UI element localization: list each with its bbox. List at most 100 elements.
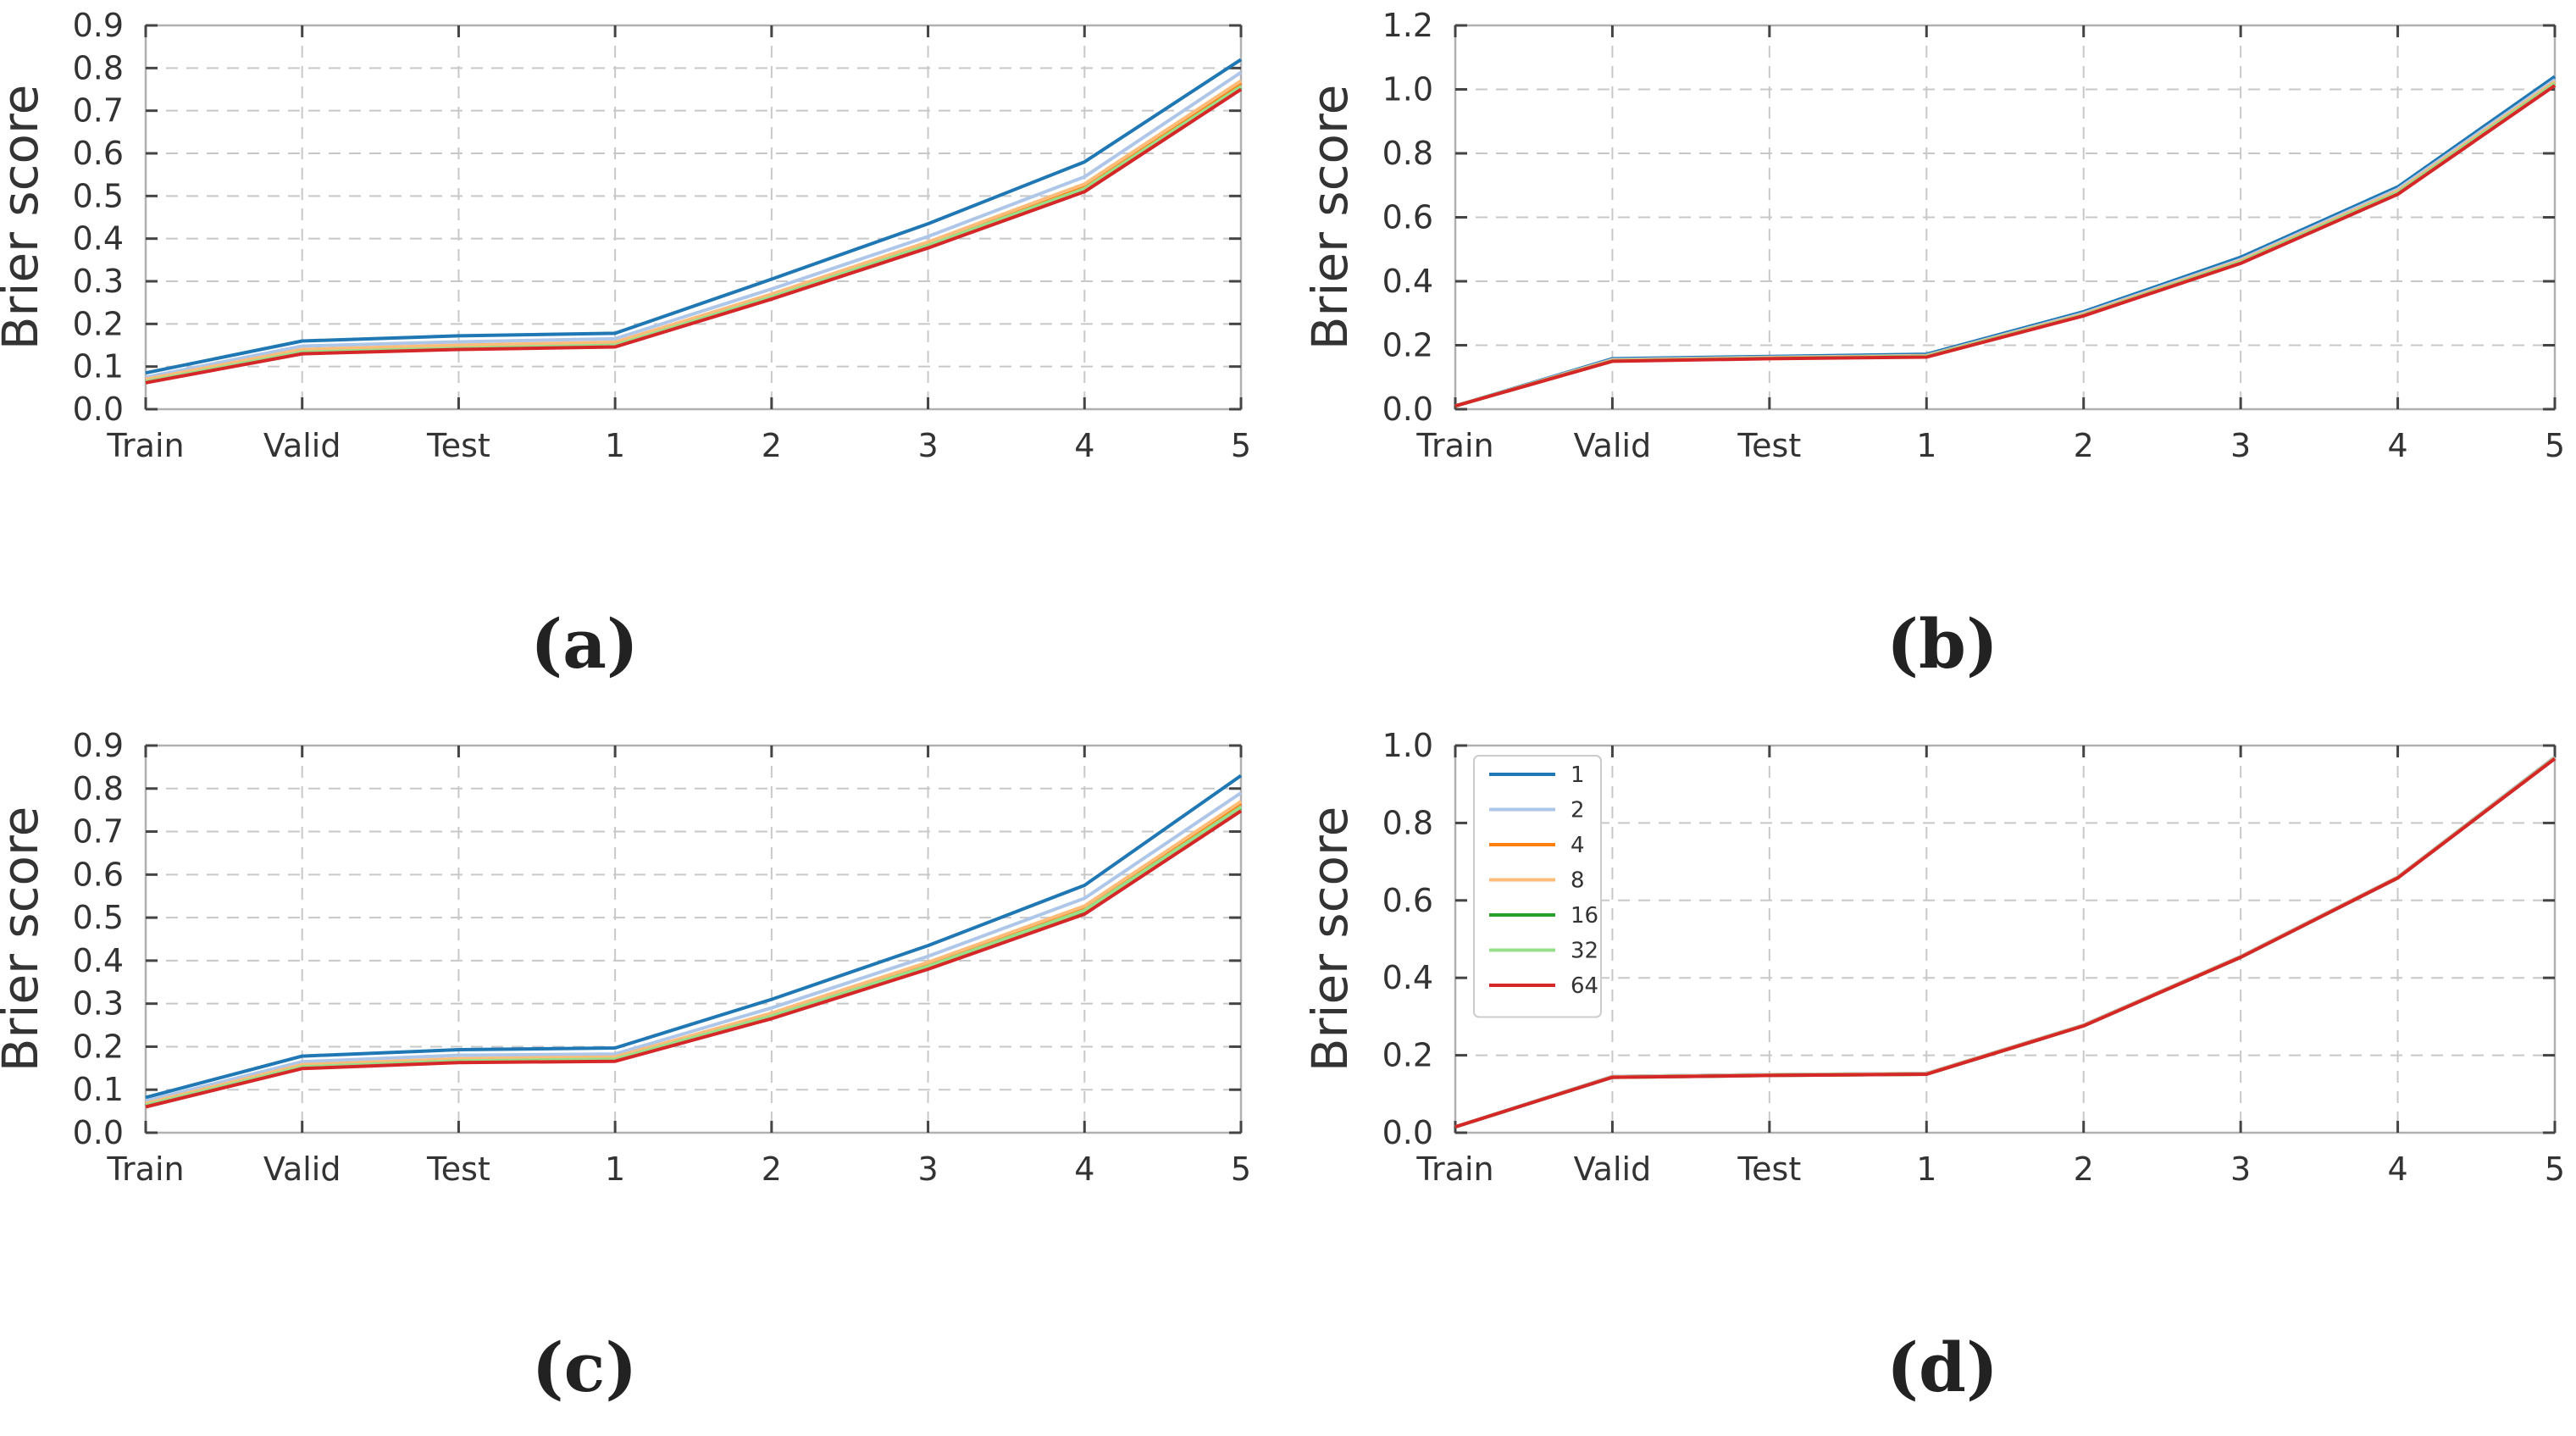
- series-line-8: [145, 79, 1243, 381]
- x-tick-label: 1: [605, 427, 625, 464]
- series-line-1: [145, 773, 1243, 1100]
- x-tick-label: 3: [2230, 1150, 2251, 1188]
- y-tick-label: 0.8: [73, 770, 124, 807]
- series-line-8: [1454, 757, 2557, 1129]
- plot-frame: [144, 24, 1243, 411]
- y-tick-label: 0.9: [73, 727, 124, 764]
- series-line-64: [1454, 757, 2557, 1129]
- y-tick-label: 0.4: [1382, 959, 1433, 996]
- series-line-1: [145, 58, 1243, 375]
- y-tick-label: 0.2: [1382, 1037, 1433, 1074]
- y-tick-label: 0.4: [1382, 263, 1433, 300]
- x-tick-label: 5: [2545, 1150, 2565, 1188]
- series-line-4: [145, 81, 1243, 382]
- x-tick-label: 2: [2074, 427, 2094, 464]
- y-tick-label: 0.4: [73, 220, 124, 258]
- x-tick-label: Train: [1415, 1150, 1493, 1188]
- y-tick-label: 0.3: [73, 263, 124, 300]
- legend-label-32: 32: [1571, 939, 1598, 964]
- series-line-64: [145, 809, 1243, 1109]
- x-tick-label: 2: [2074, 1150, 2094, 1188]
- legend-label-1: 1: [1571, 762, 1585, 788]
- x-tick-label: 5: [2545, 427, 2565, 464]
- legend-label-4: 4: [1571, 833, 1585, 858]
- x-tick-label: 3: [917, 427, 938, 464]
- panel-d: Train Valid Test 1 2 3 4 5 0.0 0.2 0.4 0.6 0.8 1.0 Bri…: [1301, 727, 2565, 1407]
- y-tick-label: 0.1: [73, 1071, 124, 1108]
- y-axis-label: Brier score: [0, 807, 49, 1073]
- y-axis-label: Brier score: [0, 85, 49, 351]
- y-tick-label: 0.7: [73, 92, 124, 130]
- y-tick-label: 0.6: [1382, 199, 1433, 236]
- x-tick-label: 3: [2230, 427, 2251, 464]
- y-tick-label: 0.8: [73, 49, 124, 86]
- y-axis-label: Brier score: [1301, 85, 1359, 351]
- y-tick-label: 1.0: [1382, 727, 1433, 764]
- x-tick-label: Valid: [263, 427, 341, 464]
- x-tick-label: 2: [762, 427, 782, 464]
- x-tick-label: 2: [762, 1150, 782, 1188]
- y-tick-label: 1.0: [1382, 71, 1433, 108]
- y-tick-label: 0.0: [73, 1114, 124, 1151]
- series-line-8: [145, 800, 1243, 1106]
- y-tick-label: 0.6: [73, 856, 124, 893]
- series-line-4: [1454, 757, 2557, 1129]
- legend-label-64: 64: [1571, 973, 1598, 999]
- panel-caption: (a): [530, 604, 639, 684]
- y-tick-label: 0.0: [1382, 1114, 1433, 1151]
- x-tick-label: Valid: [1574, 1150, 1652, 1188]
- x-tick-label: Test: [426, 427, 490, 464]
- y-tick-label: 0.6: [1382, 882, 1433, 919]
- x-tick-label: Test: [1737, 427, 1801, 464]
- x-tick-label: Test: [1737, 1150, 1801, 1188]
- series-line-2: [145, 791, 1243, 1103]
- y-tick-label: 0.8: [1382, 804, 1433, 841]
- series-line-64: [145, 87, 1243, 385]
- legend-label-8: 8: [1571, 868, 1585, 894]
- y-tick-label: 1.2: [1382, 7, 1433, 44]
- x-tick-label: 4: [2387, 427, 2407, 464]
- x-tick-label: 5: [1231, 427, 1251, 464]
- series-line-4: [145, 801, 1243, 1106]
- y-tick-label: 0.5: [73, 899, 124, 936]
- y-tick-label: 0.2: [73, 1028, 124, 1065]
- x-tick-label: Valid: [263, 1150, 341, 1188]
- x-tick-label: 1: [605, 1150, 625, 1188]
- y-tick-label: 0.8: [1382, 135, 1433, 172]
- x-tick-label: Train: [106, 1150, 184, 1188]
- legend-label-16: 16: [1571, 903, 1598, 929]
- y-tick-label: 0.0: [73, 391, 124, 428]
- y-tick-label: 0.3: [73, 985, 124, 1023]
- panel-a: Train Valid Test 1 2 3 4 5 0.0 0.1 0.2 0.3 0.4 0.5 0.6…: [0, 7, 1251, 684]
- x-tick-label: Train: [1415, 427, 1493, 464]
- panel-b: Train Valid Test 1 2 3 4 5 0.0 0.2 0.4 0.6 0.8 1.0 1.2…: [1301, 7, 2565, 684]
- y-tick-label: 0.5: [73, 177, 124, 214]
- x-tick-label: 3: [917, 1150, 938, 1188]
- x-tick-label: 5: [1231, 1150, 1251, 1188]
- x-tick-label: Train: [106, 427, 184, 464]
- series-line-2: [1454, 756, 2557, 1129]
- x-tick-label: Test: [426, 1150, 490, 1188]
- series-line-64: [1454, 84, 2557, 408]
- x-tick-label: 1: [1916, 427, 1936, 464]
- y-tick-label: 0.6: [73, 135, 124, 172]
- y-tick-label: 0.0: [1382, 391, 1433, 428]
- series-line-32: [145, 85, 1243, 384]
- x-tick-label: 4: [2387, 1150, 2407, 1188]
- y-tick-label: 0.2: [73, 305, 124, 342]
- x-tick-label: 1: [1916, 1150, 1936, 1188]
- series-line-32: [1454, 757, 2557, 1129]
- x-tick-label: 4: [1074, 427, 1094, 464]
- panel-caption: (b): [1886, 604, 1998, 684]
- plot-frame: [1454, 744, 2557, 1134]
- legend-label-2: 2: [1571, 798, 1585, 823]
- y-tick-label: 0.4: [73, 942, 124, 979]
- y-tick-label: 0.9: [73, 7, 124, 44]
- plot-frame: [144, 744, 1243, 1134]
- y-tick-label: 0.2: [1382, 327, 1433, 364]
- y-tick-label: 0.1: [73, 348, 124, 385]
- series-line-1: [1454, 756, 2557, 1129]
- panel-c: Train Valid Test 1 2 3 4 5 0.0 0.1 0.2 0.3 0.4 0.5 0.6…: [0, 727, 1251, 1407]
- series-line-16: [1454, 757, 2557, 1129]
